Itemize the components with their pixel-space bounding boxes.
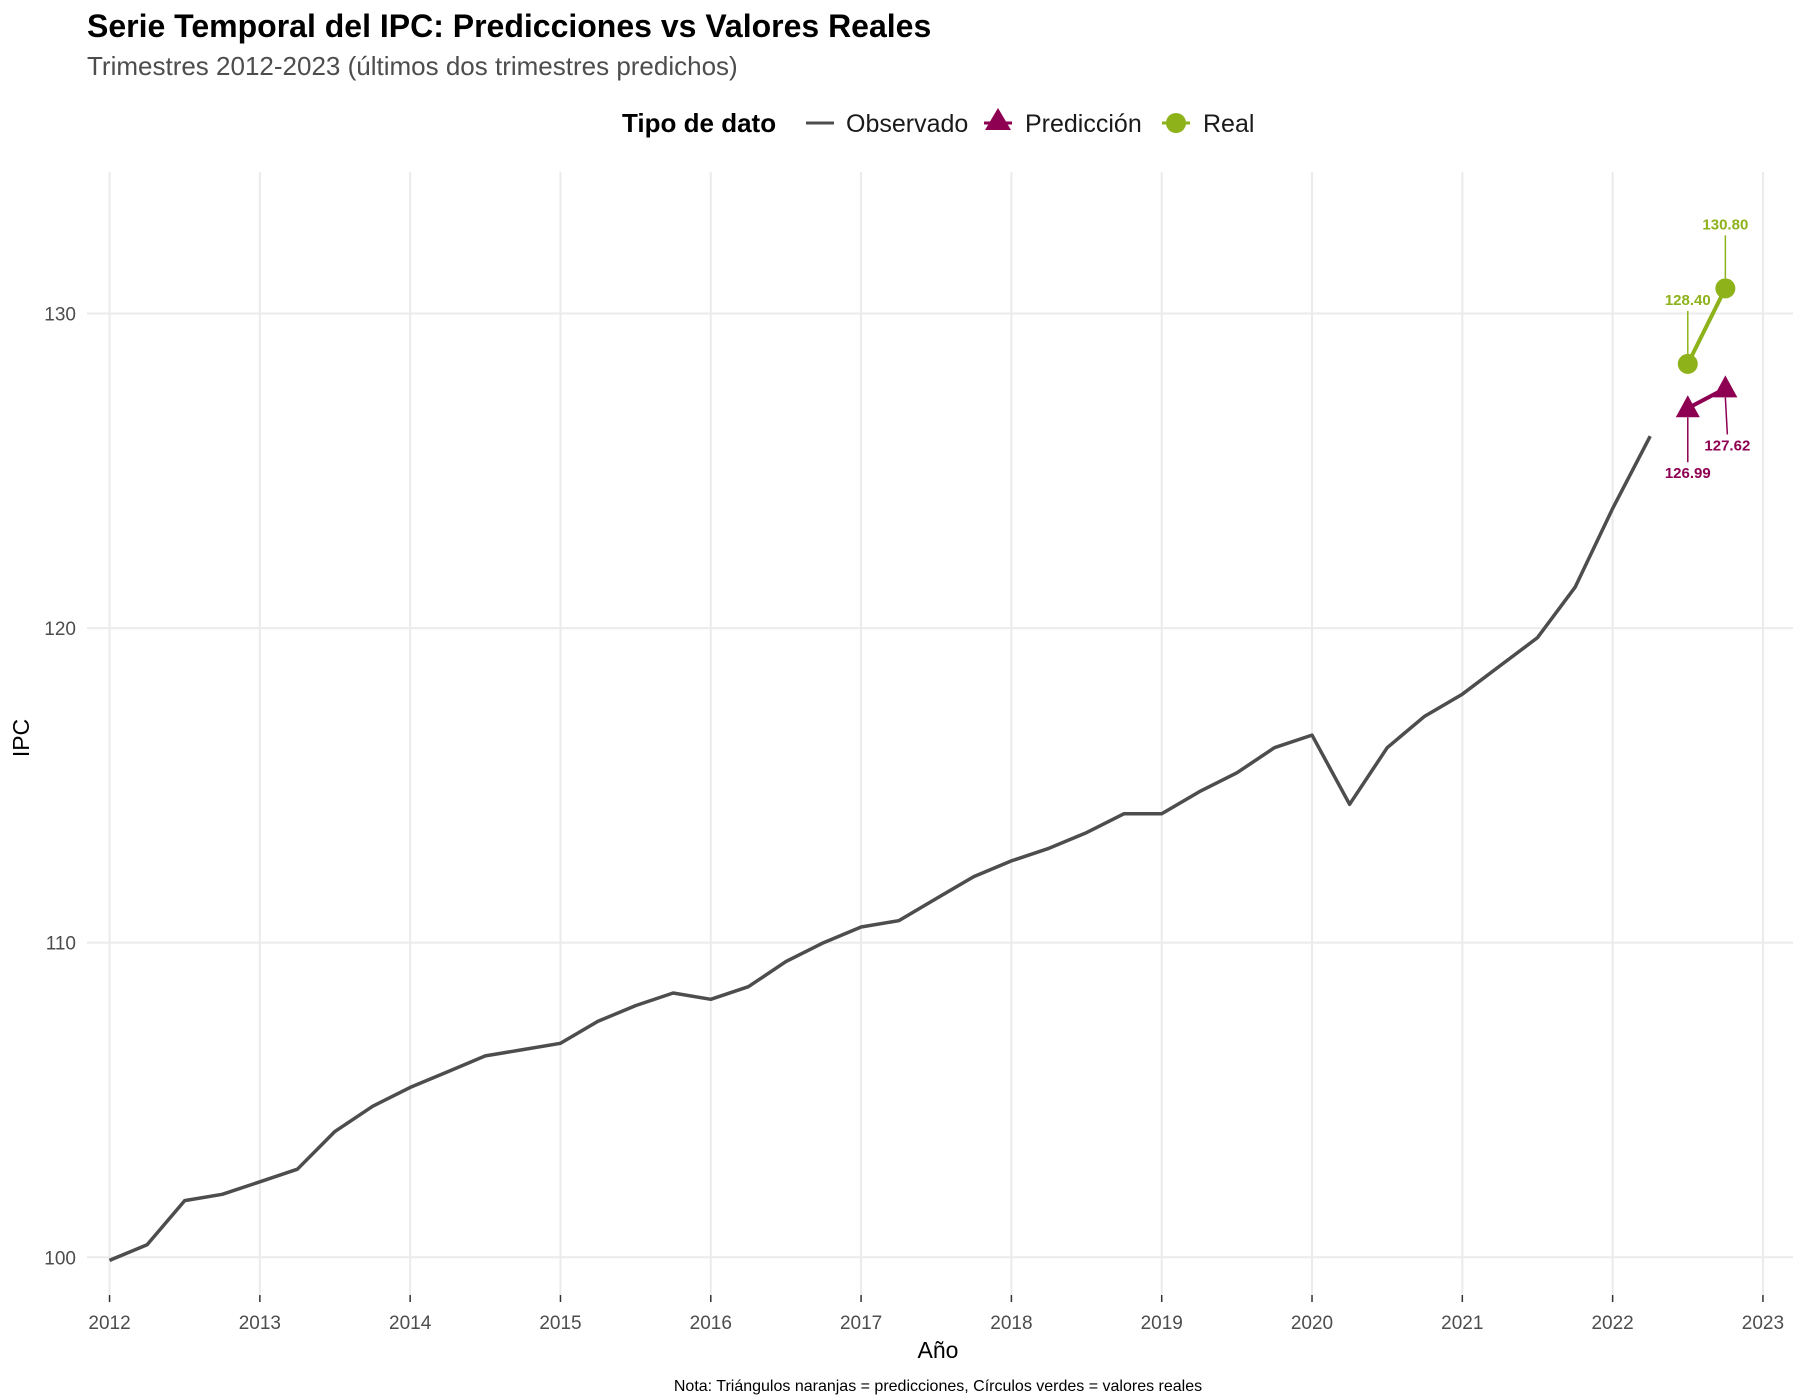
real-line — [1685, 287, 1728, 365]
observed-line — [108, 435, 1652, 1263]
prediction-point — [1713, 375, 1738, 398]
y-tick-label: 120 — [44, 619, 76, 640]
y-tick-label: 100 — [44, 1248, 76, 1269]
y-axis: 100 110 120 130 — [44, 305, 76, 1270]
legend-real-circle — [1166, 113, 1186, 133]
legend: Tipo de dato Observado Predicción Real — [622, 108, 1254, 138]
x-tick-label: 2015 — [539, 1313, 581, 1334]
y-tick-label: 110 — [46, 934, 76, 955]
legend-observed-label: Observado — [846, 110, 968, 138]
legend-title: Tipo de dato — [622, 108, 776, 138]
x-tick-label: 2014 — [389, 1313, 432, 1334]
chart-title: Serie Temporal del IPC: Predicciones vs … — [87, 8, 931, 44]
x-axis: 2012 2013 2014 2015 2016 2017 2018 2019 2020 2021… — [88, 1295, 1784, 1334]
caption: Nota: Triángulos naranjas = predicciones… — [674, 1378, 1202, 1395]
legend-prediction-label: Predicción — [1025, 110, 1142, 138]
x-tick-label: 2017 — [840, 1313, 882, 1334]
y-axis-title: IPC — [8, 719, 34, 757]
x-tick-label: 2018 — [990, 1313, 1032, 1334]
real-label: 130.80 — [1702, 216, 1748, 233]
prediction-point — [1675, 395, 1700, 418]
x-tick-label: 2012 — [88, 1313, 130, 1334]
real-label: 128.40 — [1665, 292, 1711, 309]
grid — [87, 172, 1793, 1295]
y-tick-label: 130 — [44, 305, 76, 326]
x-tick-label: 2019 — [1141, 1313, 1183, 1334]
legend-real-label: Real — [1203, 110, 1254, 138]
x-tick-label: 2021 — [1441, 1313, 1483, 1334]
chart-subtitle: Trimestres 2012-2023 (últimos dos trimes… — [87, 51, 738, 81]
real-point — [1715, 278, 1736, 299]
plot-series — [108, 278, 1738, 1263]
x-tick-label: 2023 — [1742, 1313, 1784, 1334]
real-point — [1677, 353, 1698, 374]
x-tick-label: 2013 — [239, 1313, 281, 1334]
x-axis-title: Año — [918, 1337, 959, 1363]
x-tick-label: 2016 — [690, 1313, 732, 1334]
x-tick-label: 2020 — [1291, 1313, 1333, 1334]
prediction-label-connector — [1724, 397, 1729, 435]
prediction-label: 126.99 — [1665, 465, 1711, 482]
legend-prediction-triangle — [985, 108, 1011, 130]
x-tick-label: 2022 — [1591, 1313, 1633, 1334]
point-labels: 126.99 127.62 128.40 130.80 — [1665, 216, 1750, 482]
prediction-label: 127.62 — [1704, 437, 1750, 454]
